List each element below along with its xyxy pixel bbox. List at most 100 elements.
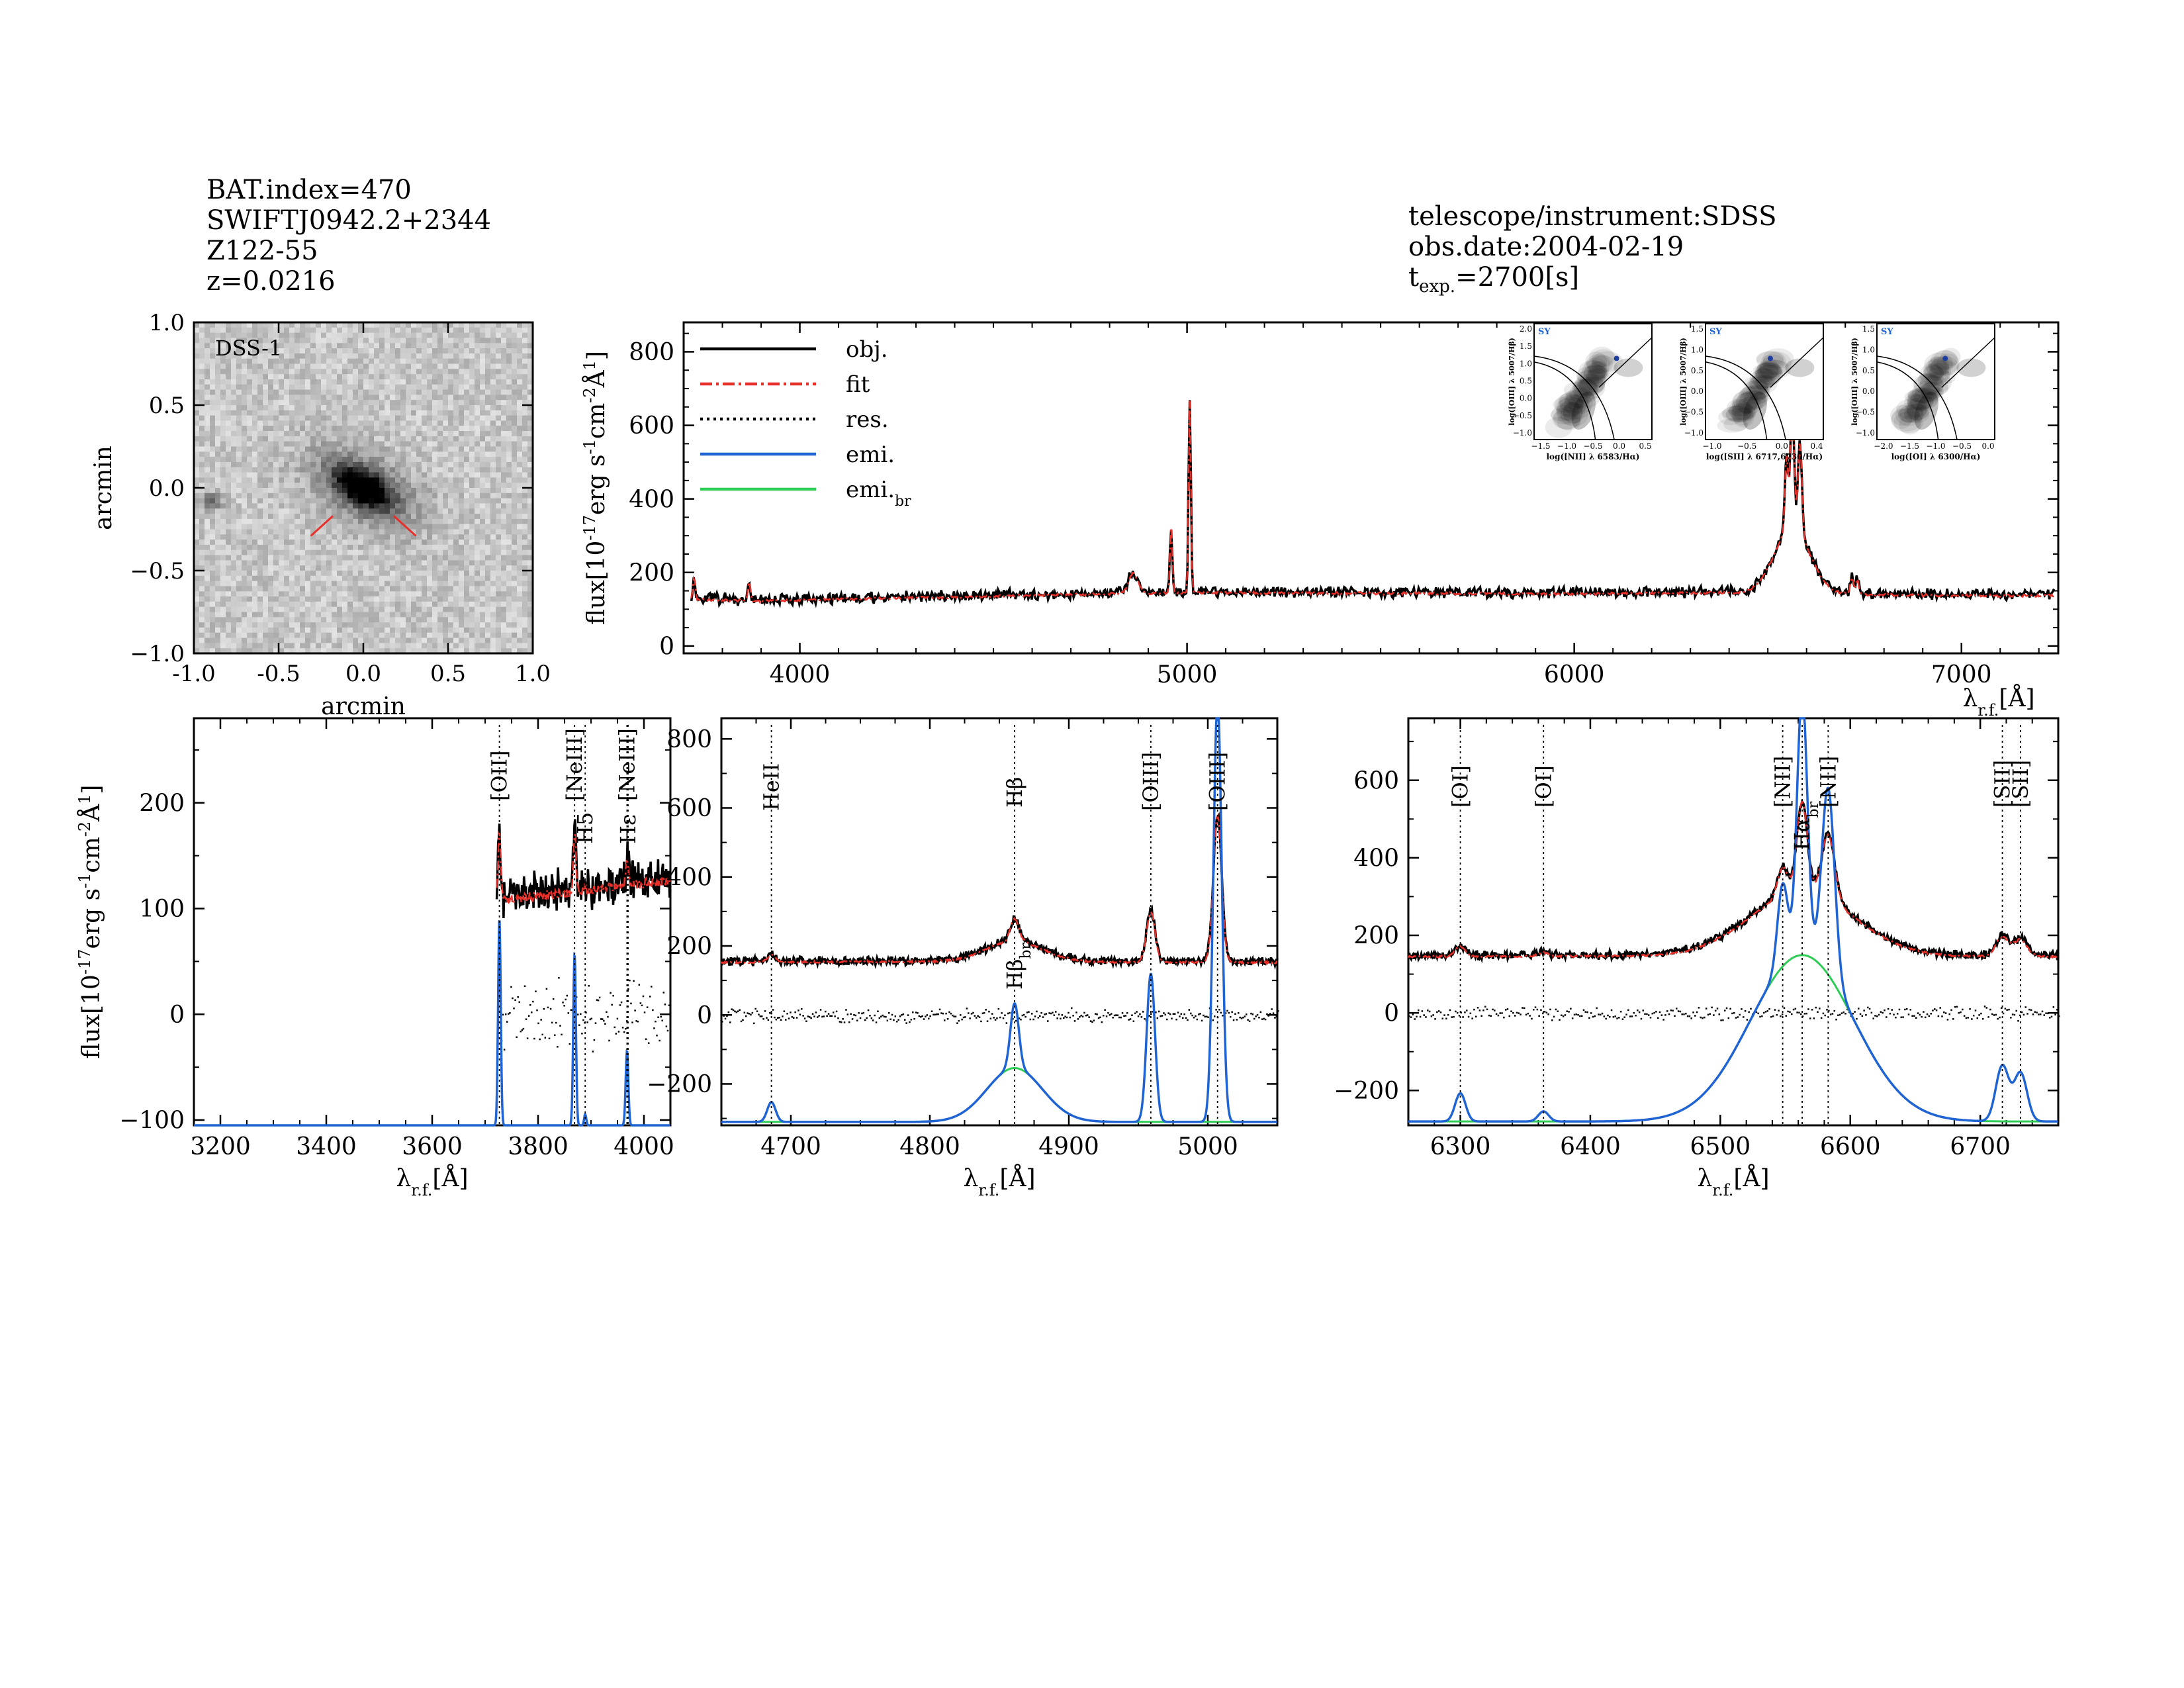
image-pixel — [321, 612, 327, 618]
image-pixel — [422, 503, 428, 509]
image-pixel — [199, 457, 205, 463]
image-pixel — [236, 555, 242, 561]
bpt-demarcation — [1533, 355, 1615, 440]
image-pixel — [263, 400, 269, 406]
image-pixel — [231, 544, 237, 551]
residual-point — [835, 1010, 838, 1013]
image-pixel — [242, 596, 248, 602]
image-pixel — [453, 420, 459, 426]
image-pixel — [279, 327, 285, 334]
image-pixel — [289, 363, 295, 369]
image-pixel — [231, 400, 237, 406]
image-pixel — [448, 322, 454, 328]
image-pixel — [512, 363, 518, 369]
image-pixel — [305, 503, 311, 509]
image-pixel — [342, 575, 348, 582]
image-pixel — [432, 405, 438, 411]
image-pixel — [284, 405, 290, 411]
image-pixel — [374, 384, 380, 391]
image-pixel — [289, 575, 295, 582]
image-pixel — [363, 534, 369, 540]
image-pixel — [469, 581, 475, 587]
image-pixel — [363, 322, 369, 328]
image-pixel — [215, 524, 221, 530]
image-pixel — [263, 426, 269, 432]
bpt-x-tick-label: −1.5 — [1531, 442, 1550, 451]
image-pixel — [273, 338, 279, 344]
image-pixel — [453, 446, 459, 452]
image-pixel — [305, 508, 311, 514]
image-pixel — [321, 374, 327, 380]
image-pixel — [194, 420, 200, 426]
image-pixel — [236, 451, 242, 457]
image-pixel — [490, 534, 496, 540]
image-pixel — [300, 441, 306, 447]
image-pixel — [496, 637, 502, 643]
image-pixel — [453, 571, 459, 577]
image-pixel — [257, 549, 263, 556]
image-pixel — [416, 555, 422, 561]
image-pixel — [443, 601, 449, 608]
image-pixel — [475, 529, 480, 535]
image-pixel — [242, 379, 248, 385]
image-pixel — [427, 534, 433, 540]
image-pixel — [369, 389, 375, 395]
image-pixel — [522, 586, 528, 592]
image-pixel — [263, 379, 269, 385]
image-pixel — [268, 617, 274, 623]
image-pixel — [512, 400, 518, 406]
image-pixel — [326, 446, 332, 452]
image-pixel — [210, 534, 216, 540]
exposure-value: =2700[s] — [1455, 262, 1580, 293]
image-pixel — [432, 379, 438, 385]
bpt-density-blob — [1564, 389, 1592, 408]
image-pixel — [506, 477, 512, 483]
bpt-y-tick-label: −1.0 — [1513, 428, 1532, 438]
image-pixel — [464, 461, 470, 468]
image-pixel — [263, 648, 269, 654]
image-pixel — [205, 436, 210, 442]
image-pixel — [205, 343, 210, 349]
image-pixel — [337, 457, 343, 463]
bpt-density-blob — [1906, 400, 1929, 417]
image-pixel — [236, 571, 242, 577]
image-pixel — [205, 332, 210, 339]
image-pixel — [432, 467, 438, 473]
y-axis-label-part: -17 — [75, 949, 94, 974]
image-pixel — [448, 637, 454, 643]
image-pixel — [205, 529, 210, 535]
image-pixel — [422, 461, 428, 468]
image-pixel — [231, 529, 237, 535]
image-pixel — [305, 606, 311, 613]
image-pixel — [400, 591, 406, 597]
image-pixel — [289, 643, 295, 649]
image-pixel — [347, 322, 353, 328]
image-pixel — [284, 483, 290, 489]
image-pixel — [475, 596, 480, 602]
image-pixel — [295, 571, 300, 577]
y-tick-label: 100 — [139, 896, 185, 923]
image-pixel — [347, 332, 353, 339]
bpt-y-tick-label: 1.5 — [1520, 342, 1532, 351]
image-pixel — [496, 322, 502, 328]
image-pixel — [390, 358, 396, 365]
image-pixel — [316, 571, 322, 577]
residual-point — [634, 1009, 636, 1011]
image-pixel — [385, 400, 390, 406]
image-pixel — [527, 622, 533, 628]
image-pixel — [385, 426, 390, 432]
image-pixel — [422, 534, 428, 540]
image-pixel — [448, 483, 454, 489]
image-pixel — [453, 363, 459, 369]
image-pixel — [427, 518, 433, 525]
image-pixel — [316, 539, 322, 545]
image-pixel — [374, 643, 380, 649]
image-pixel — [480, 637, 486, 643]
image-pixel — [337, 534, 343, 540]
image-pixel — [247, 565, 253, 571]
image-pixel — [236, 477, 242, 483]
image-pixel — [390, 441, 396, 447]
image-pixel — [321, 591, 327, 597]
image-pixel — [437, 379, 443, 385]
image-pixel — [279, 332, 285, 339]
